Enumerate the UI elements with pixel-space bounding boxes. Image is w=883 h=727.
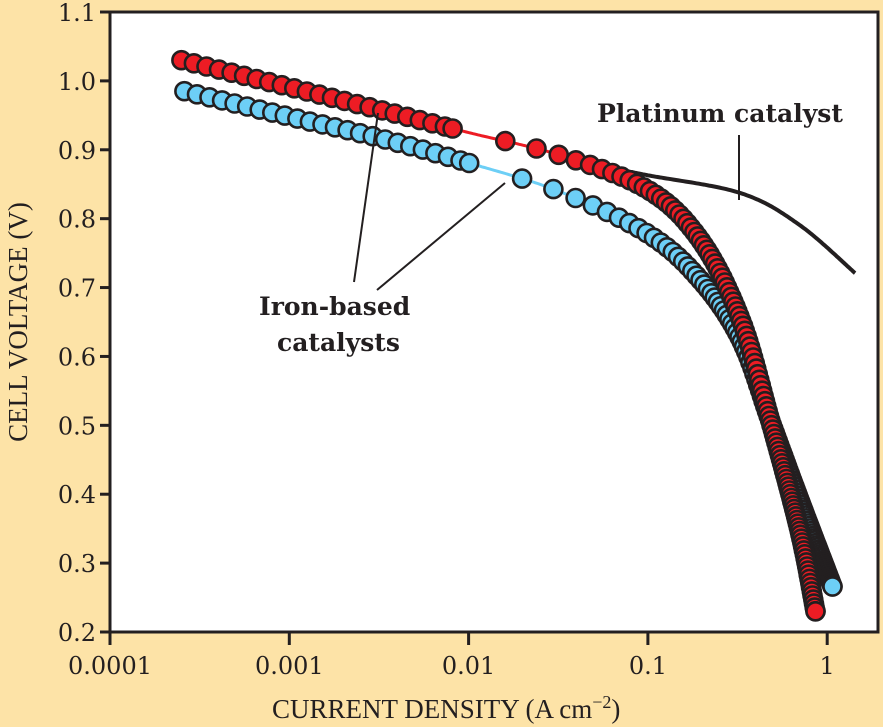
x-axis-title: CURRENT DENSITY (A cm−2) bbox=[272, 692, 620, 724]
y-tick-label: 0.9 bbox=[58, 137, 96, 165]
y-tick-label: 1.1 bbox=[58, 0, 96, 27]
annotation-leaders bbox=[353, 112, 740, 291]
y-axis-title: CELL VOLTAGE (V) bbox=[3, 202, 33, 442]
series-layer bbox=[171, 49, 857, 622]
y-tick-label: 0.2 bbox=[58, 619, 96, 647]
x-tick-label: 0.1 bbox=[629, 652, 667, 680]
iron-red-point bbox=[442, 118, 463, 139]
iron-red-series bbox=[171, 49, 826, 622]
iron-red-point bbox=[494, 130, 516, 152]
iron-red-end-point bbox=[805, 600, 826, 622]
x-tick-label: 0.001 bbox=[255, 652, 324, 680]
y-tick-label: 0.4 bbox=[58, 481, 96, 509]
iron-blue-point bbox=[458, 152, 480, 174]
y-tick-label: 0.3 bbox=[58, 550, 96, 578]
y-tick-label: 0.6 bbox=[58, 343, 96, 371]
iron-leader-line-red bbox=[353, 112, 379, 283]
plot-frame bbox=[108, 10, 880, 634]
x-axis-title-main: CURRENT DENSITY (A cm bbox=[272, 694, 592, 724]
ticks: 0.2 0.3 0.4 0.5 0.6 0.7 0.8 0.9 1.0 1.1 0.0001 0.00… bbox=[58, 0, 835, 680]
iron-leader-line-blue bbox=[376, 182, 506, 291]
x-tick-label: 0.0001 bbox=[68, 652, 152, 680]
iron-red-point bbox=[548, 144, 570, 166]
annotation-platinum: Platinum catalyst bbox=[597, 99, 843, 128]
y-tick-label: 0.7 bbox=[58, 275, 96, 303]
iron-red-point bbox=[526, 138, 547, 159]
y-tick-label: 0.8 bbox=[58, 206, 96, 234]
annotation-iron-line2: catalysts bbox=[277, 328, 400, 357]
iron-blue-point bbox=[565, 187, 586, 209]
x-tick-label: 1 bbox=[820, 652, 835, 680]
x-axis-title-close: ) bbox=[611, 694, 620, 724]
annotation-iron-line1: Iron-based bbox=[259, 292, 410, 321]
iron-blue-end-point bbox=[822, 576, 843, 597]
iron-blue-point bbox=[511, 168, 533, 189]
x-axis-title-sup: −2 bbox=[592, 692, 611, 712]
y-tick-label: 0.5 bbox=[58, 412, 96, 440]
x-tick-label: 0.01 bbox=[442, 652, 495, 680]
y-tick-label: 1.0 bbox=[58, 68, 96, 96]
iron-blue-point bbox=[543, 178, 564, 200]
